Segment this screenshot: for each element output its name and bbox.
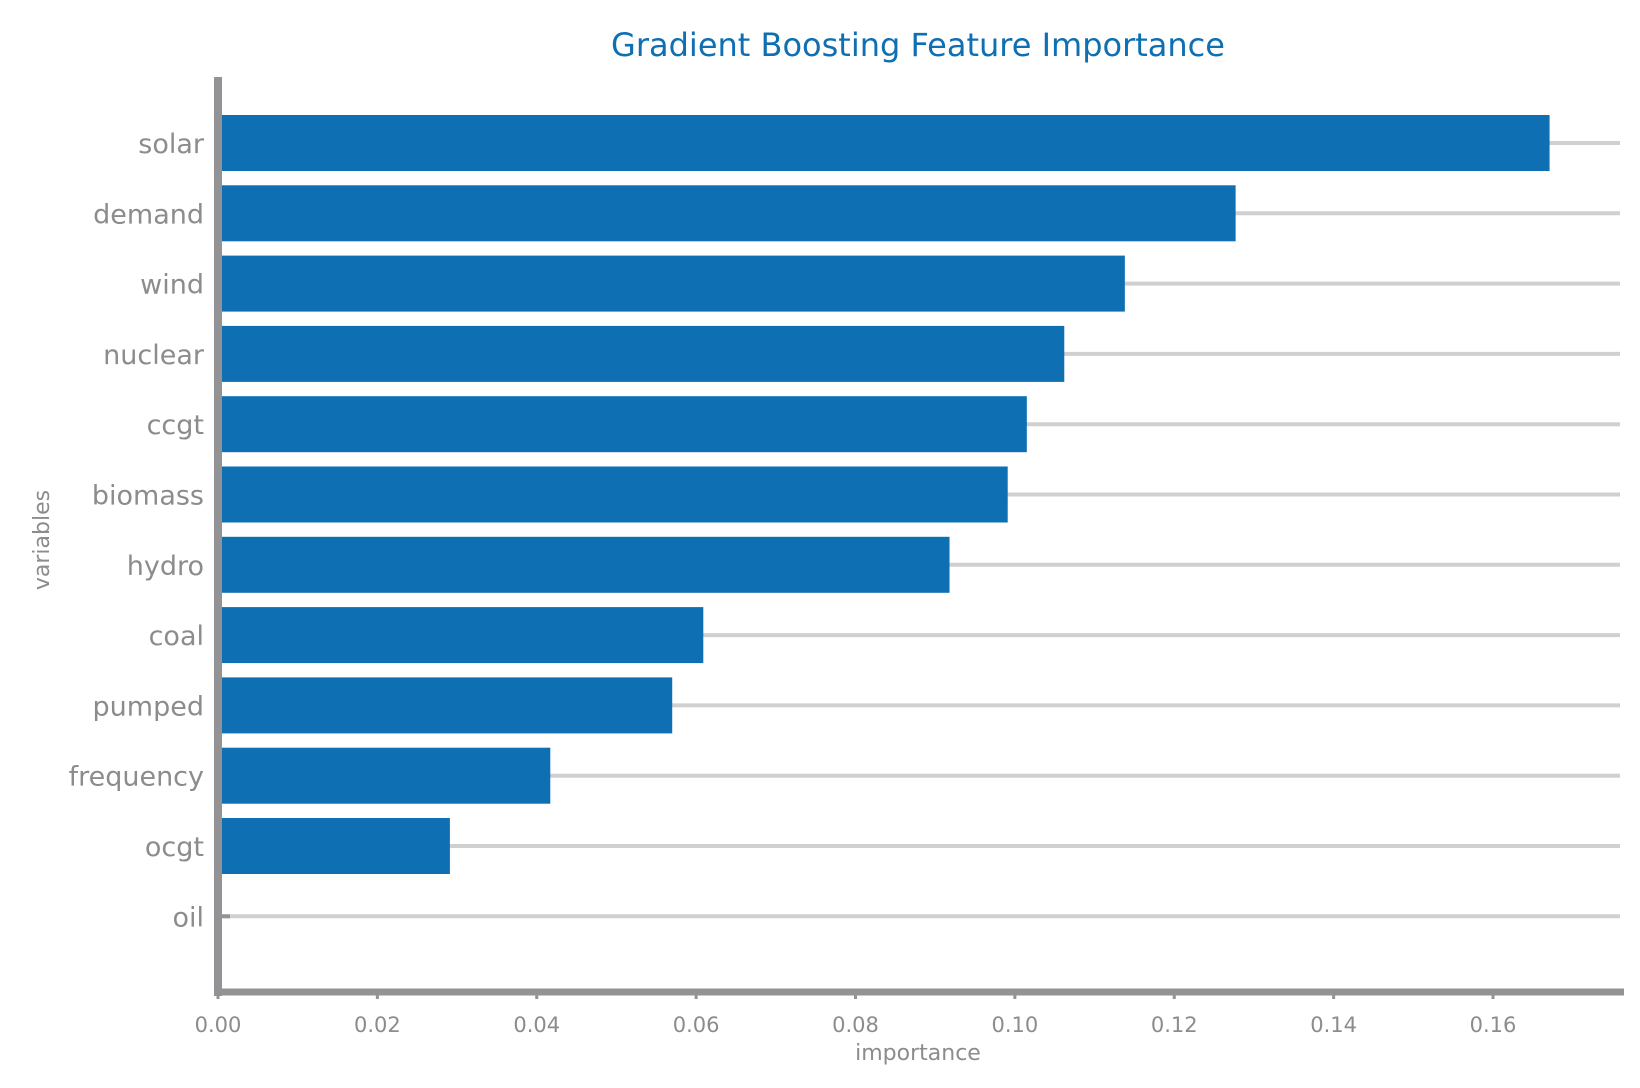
category-label-demand: demand (93, 199, 204, 230)
chart-title: Gradient Boosting Feature Importance (611, 26, 1225, 64)
category-label-nuclear: nuclear (103, 340, 205, 371)
category-label-layer: solar demand wind nuclear ccgt biomass hydro co… (69, 129, 205, 933)
bar-coal (218, 607, 704, 664)
y-axis-title: variables (30, 490, 55, 590)
x-tick-label: 0.04 (513, 1013, 560, 1037)
category-label-biomass: biomass (92, 481, 204, 512)
bar-frequency (218, 747, 551, 804)
x-tick-label: 0.16 (1470, 1013, 1517, 1037)
x-tick-label: 0.00 (195, 1013, 242, 1037)
category-label-hydro: hydro (127, 551, 204, 582)
x-tick-label: 0.10 (991, 1013, 1038, 1037)
x-tick-label: 0.14 (1310, 1013, 1357, 1037)
bar-layer (218, 115, 1550, 919)
category-label-solar: solar (138, 129, 205, 160)
bar-nuclear (218, 325, 1065, 382)
x-tick-layer: 0.00 0.02 0.04 0.06 0.08 0.10 0.12 0.14 0.16 (195, 992, 1517, 1037)
x-tick-label: 0.06 (673, 1013, 720, 1037)
axis-layer (214, 77, 1624, 996)
bar-pumped (218, 677, 673, 734)
category-label-frequency: frequency (69, 762, 204, 793)
bar-hydro (218, 536, 950, 593)
category-label-ccgt: ccgt (147, 410, 204, 441)
bar-oil (218, 914, 230, 919)
bar-demand (218, 185, 1236, 242)
bar-ocgt (218, 818, 450, 874)
bar-biomass (218, 466, 1008, 523)
x-axis-title: importance (855, 1041, 981, 1066)
category-label-pumped: pumped (93, 691, 204, 722)
bar-solar (218, 115, 1550, 171)
category-label-oil: oil (172, 902, 204, 933)
x-tick-label: 0.08 (832, 1013, 879, 1037)
x-tick-label: 0.12 (1151, 1013, 1198, 1037)
bar-wind (218, 255, 1125, 312)
x-tick-label: 0.02 (354, 1013, 401, 1037)
category-label-wind: wind (140, 270, 204, 301)
bar-ccgt (218, 396, 1027, 453)
category-label-coal: coal (149, 621, 204, 652)
category-label-ocgt: ocgt (145, 832, 204, 863)
